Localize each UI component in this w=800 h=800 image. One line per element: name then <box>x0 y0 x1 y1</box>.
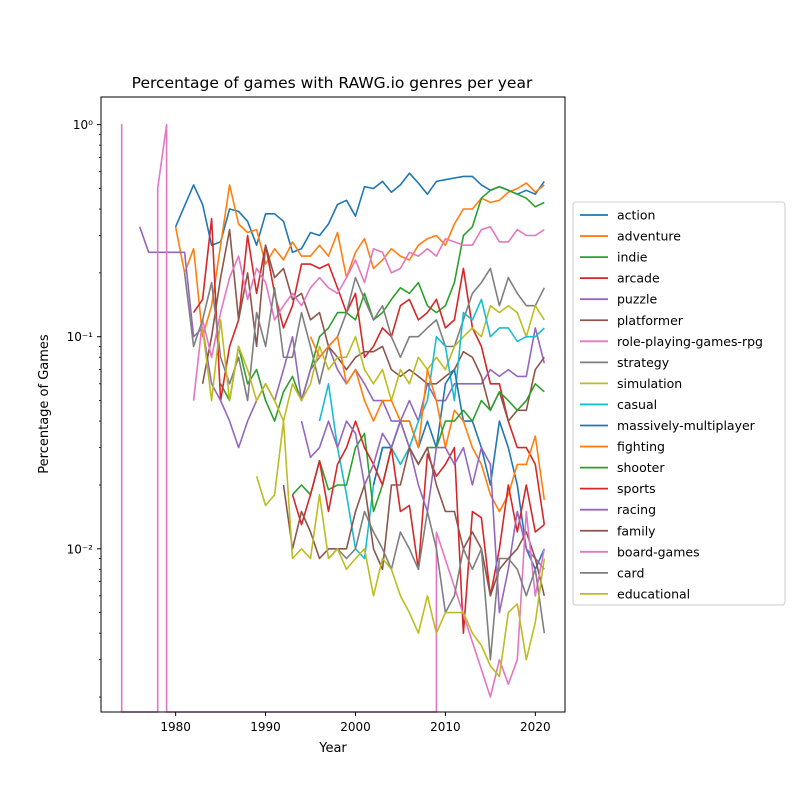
y-axis-ticks: 10⁰ 10⁻¹ 10⁻² <box>67 118 101 698</box>
series-line-adventure <box>174 182 545 338</box>
legend-label-adventure: adventure <box>617 229 681 244</box>
series-line-platformer <box>201 228 545 422</box>
series-line-action <box>174 172 545 254</box>
chart-title: Percentage of games with RAWG.io genres … <box>132 74 533 92</box>
legend-label-shooter: shooter <box>617 460 665 475</box>
legend-label-educational: educational <box>617 586 690 601</box>
x-axis-ticks: 1980 1990 2000 2010 2020 <box>160 712 551 734</box>
series-line-educational <box>255 420 546 678</box>
series-line-card <box>327 510 546 661</box>
x-tick-label: 1980 <box>160 720 191 734</box>
series-line-fighting <box>309 335 546 513</box>
series-line-simulation <box>201 304 545 422</box>
legend-label-simulation: simulation <box>617 376 682 391</box>
legend-label-fighting: fighting <box>617 439 665 454</box>
plot-frame <box>100 96 566 713</box>
legend-label-role-playing-games-rpg: role-playing-games-rpg <box>617 334 763 349</box>
y-tick-label: 10⁰ <box>73 118 93 132</box>
legend-label-action: action <box>617 208 655 223</box>
legend-label-family: family <box>617 523 656 538</box>
legend-label-sports: sports <box>617 481 656 496</box>
legend-label-card: card <box>617 565 644 580</box>
x-tick-label: 2010 <box>430 720 461 734</box>
series-line-casual <box>318 298 545 560</box>
series-line-racing <box>300 420 545 614</box>
x-tick-label: 1990 <box>250 720 281 734</box>
legend-box <box>572 201 786 606</box>
legend-label-strategy: strategy <box>617 355 670 370</box>
series-line-indie <box>219 185 545 422</box>
legend-label-casual: casual <box>617 397 657 412</box>
x-axis-label: Year <box>318 741 347 756</box>
series-line-role-playing-games-rpg <box>192 226 545 401</box>
series-lines <box>120 123 546 713</box>
y-tick-label: 10⁻¹ <box>67 330 94 344</box>
y-tick-label: 10⁻² <box>67 542 94 556</box>
x-tick-label: 2000 <box>340 720 371 734</box>
legend-label-arcade: arcade <box>617 271 660 286</box>
legend-label-indie: indie <box>617 250 648 265</box>
legend-label-platformer: platformer <box>617 313 684 328</box>
legend-label-racing: racing <box>617 502 656 517</box>
legend-label-puzzle: puzzle <box>617 292 657 307</box>
legend: action adventure indie arcade puzzle platform… <box>572 201 786 606</box>
legend-label-massively-multiplayer: massively-multiplayer <box>617 418 756 433</box>
y-axis-label: Percentage of Games <box>37 334 52 474</box>
legend-label-board-games: board-games <box>617 544 700 559</box>
series-line-strategy <box>183 267 546 402</box>
x-tick-label: 2020 <box>520 720 551 734</box>
